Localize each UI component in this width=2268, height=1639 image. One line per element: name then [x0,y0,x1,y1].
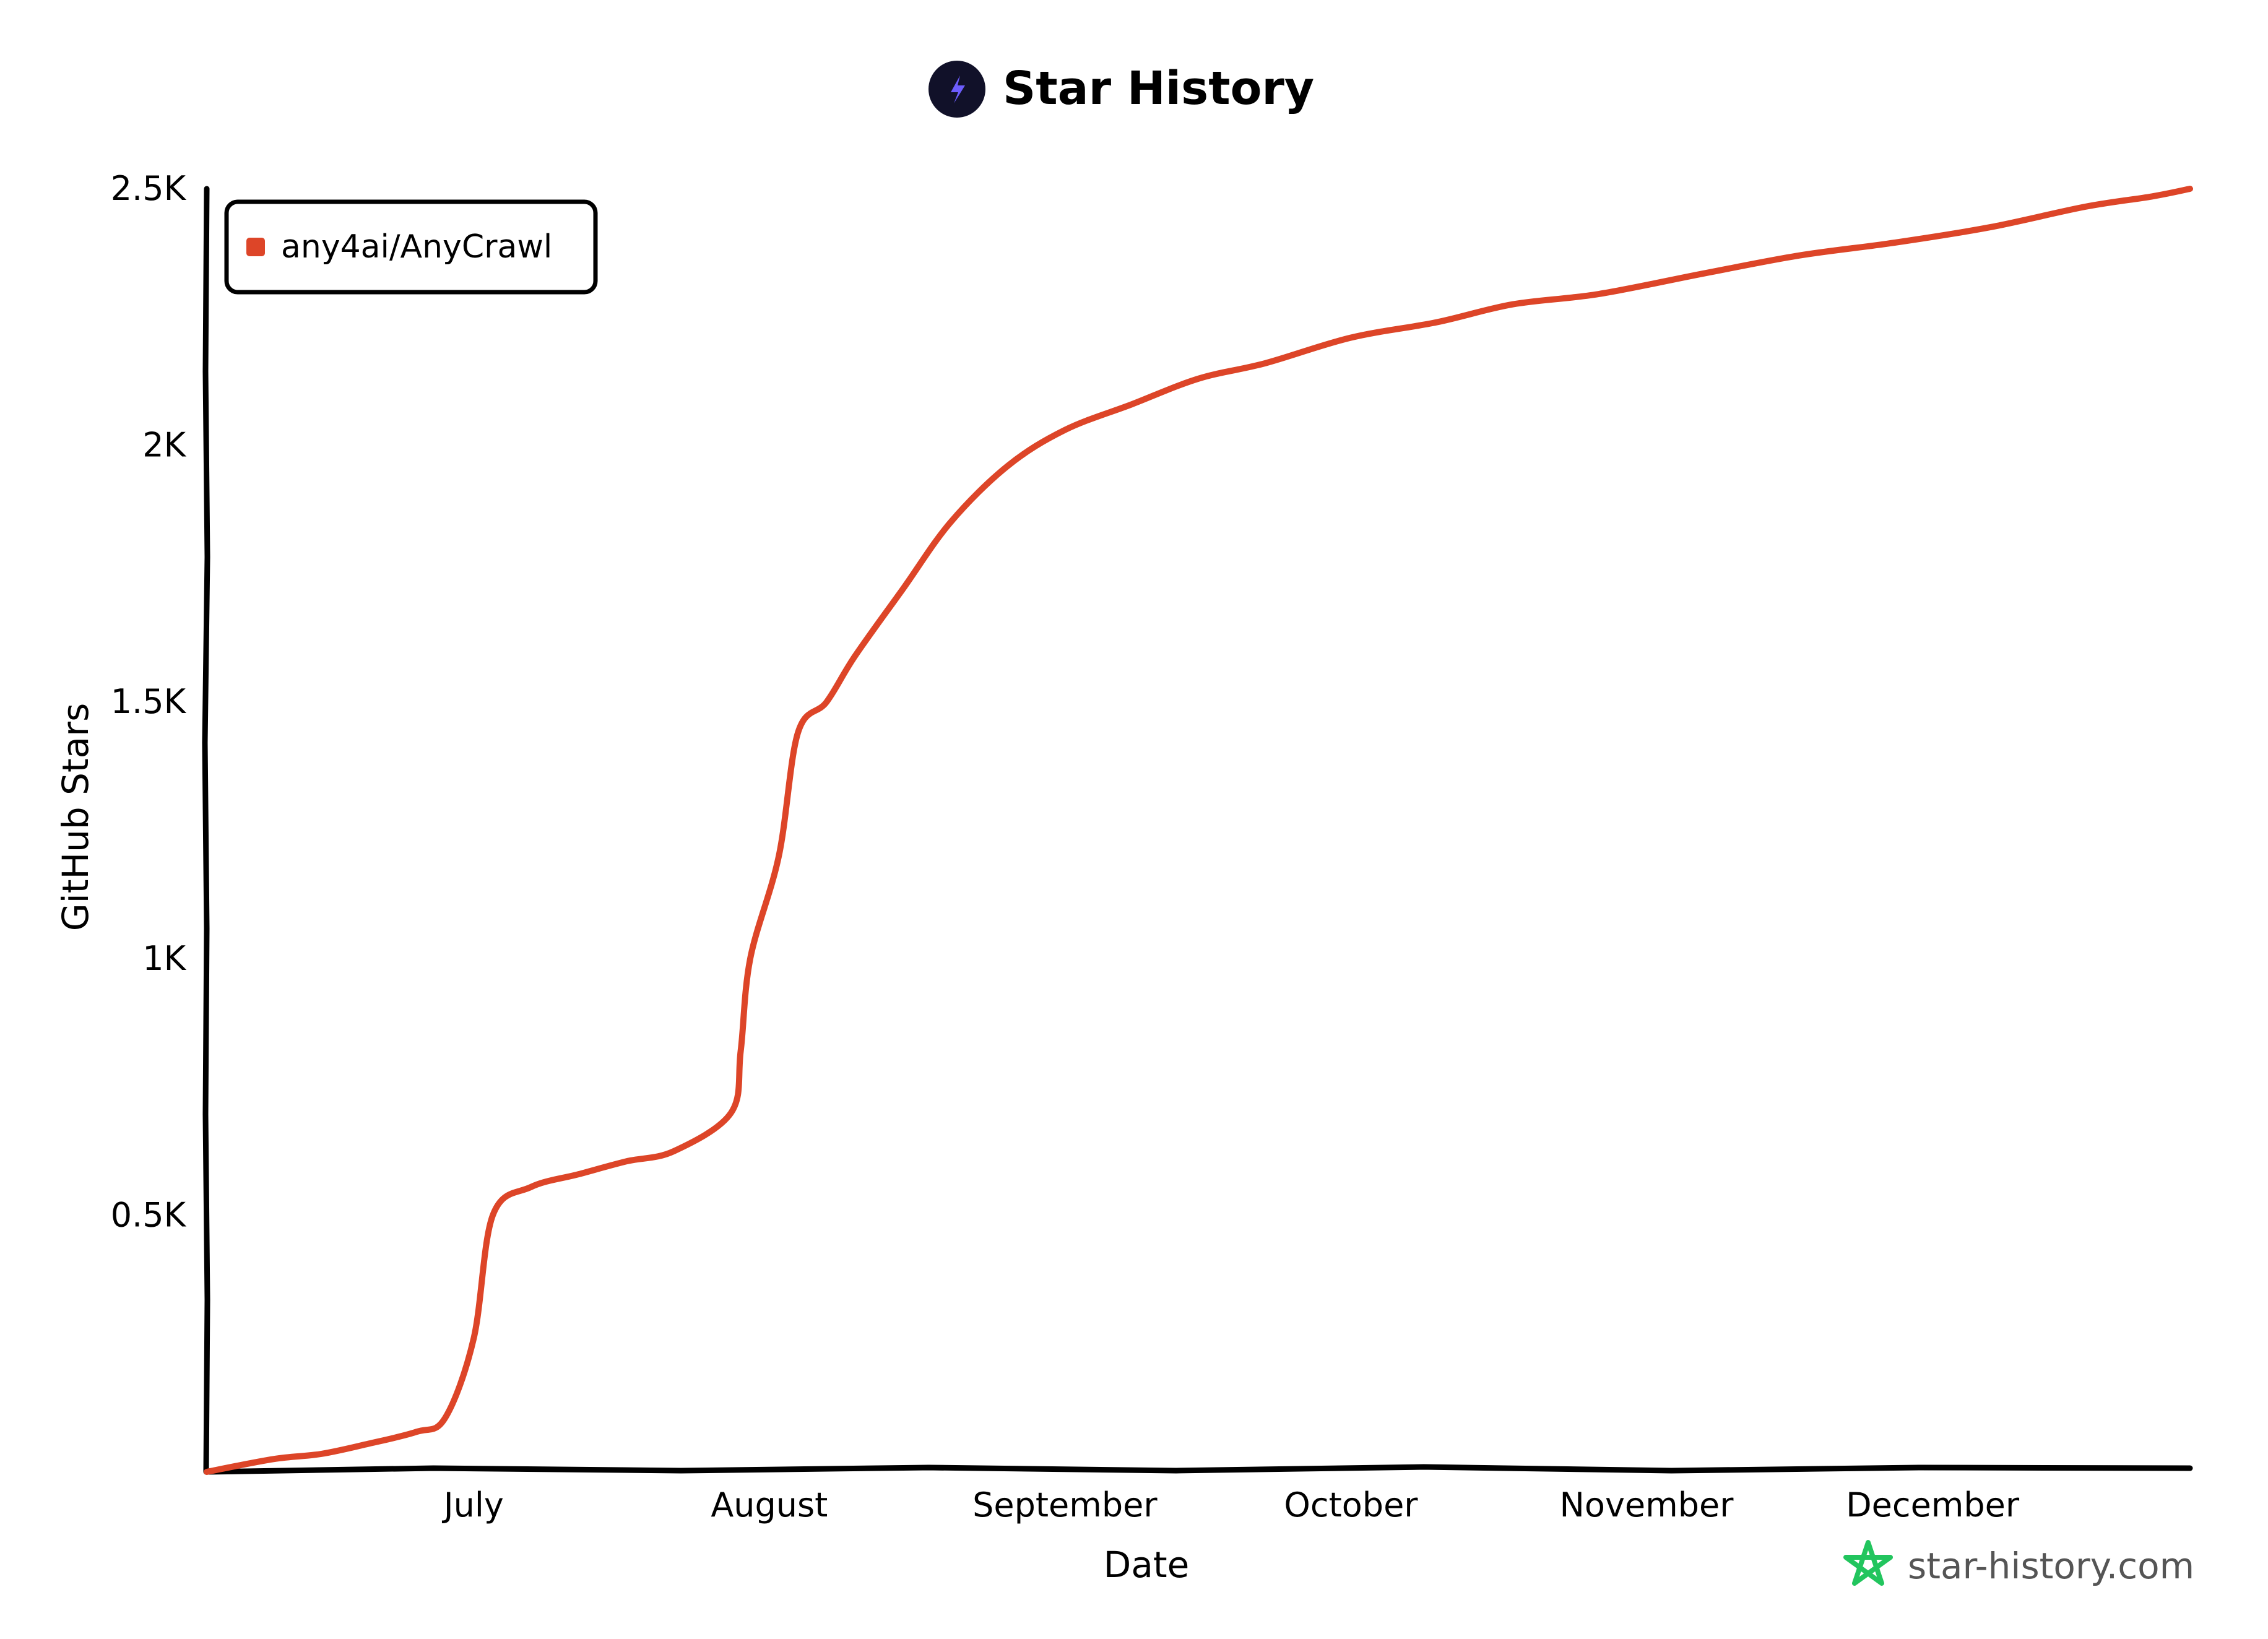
series-line [204,186,2193,1475]
legend: any4ai/AnyCrawl [224,199,598,295]
lightning-bolt-glyph [951,76,965,103]
y-tick-label: 2K [142,426,186,465]
x-axis-line [204,1464,2193,1475]
y-tick-label: 0.5K [111,1195,187,1234]
x-tick-label: July [442,1485,504,1524]
axes [202,186,2193,1475]
x-axis-ticks: July August September October November Decemb… [442,1485,2020,1524]
x-tick-label: December [1846,1485,2020,1524]
x-tick-label: October [1284,1485,1418,1524]
series-layer [204,186,2193,1475]
y-tick-label: 1K [142,939,186,978]
legend-box [224,199,598,295]
y-axis-title: GitHub Stars [54,703,97,932]
y-axis-line [202,186,210,1475]
star-outline-icon [1843,1540,1893,1586]
chart-header: Star History [928,61,1314,118]
watermark: star-history.com [1843,1540,2194,1587]
x-tick-label: September [972,1485,1158,1524]
x-tick-label: November [1560,1485,1734,1524]
legend-label: any4ai/AnyCrawl [281,228,552,266]
watermark-text: star-history.com [1908,1545,2194,1587]
x-tick-label: August [711,1485,828,1524]
x-axis-title: Date [1104,1544,1190,1586]
y-axis-ticks: 0.5K 1K 1.5K 2K 2.5K [111,169,187,1234]
y-tick-label: 2.5K [111,169,187,208]
y-tick-label: 1.5K [111,682,187,721]
legend-swatch [246,238,265,256]
chart-title: Star History [1003,62,1314,115]
